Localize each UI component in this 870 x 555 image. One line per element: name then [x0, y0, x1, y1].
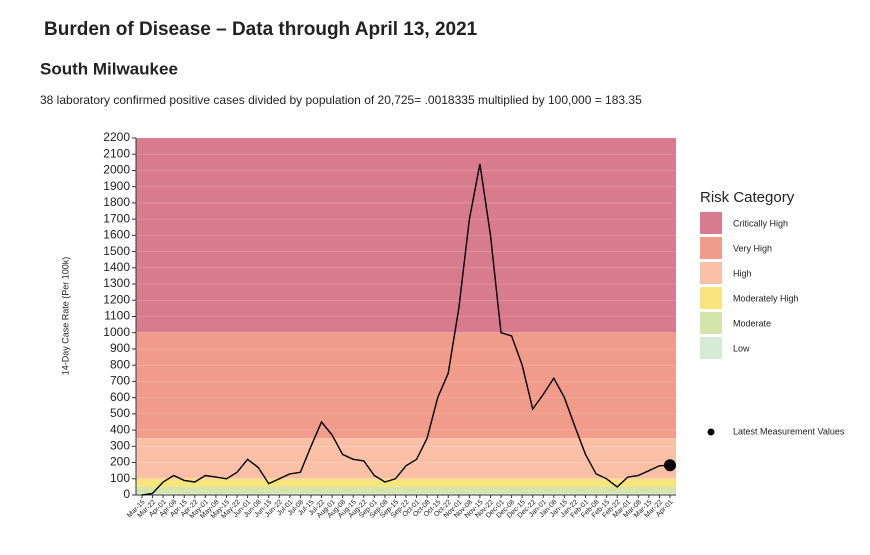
- y-tick-label: 1400: [103, 260, 130, 274]
- y-tick-label: 1700: [103, 211, 130, 225]
- y-tick-label: 1900: [103, 179, 130, 193]
- legend-label: Low: [733, 343, 750, 353]
- legend-label: Moderately High: [733, 293, 799, 303]
- y-tick-label: 500: [110, 406, 130, 420]
- y-tick-label: 100: [110, 471, 130, 485]
- legend-swatch: [700, 262, 722, 284]
- legend-label: Latest Measurement Values: [733, 426, 845, 436]
- case-rate-line: [141, 163, 671, 496]
- y-tick-label: 200: [110, 455, 130, 469]
- legend-label: Very High: [733, 243, 772, 253]
- y-tick-label: 1600: [103, 228, 130, 242]
- chart-title: Burden of Disease – Data through April 1…: [44, 19, 478, 40]
- y-tick-label: 600: [110, 390, 130, 404]
- legend-swatch: [700, 337, 722, 359]
- latest-point: [664, 459, 676, 472]
- y-tick-label: 300: [110, 438, 130, 452]
- chart-subtitle: South Milwaukee: [40, 59, 178, 78]
- legend-dot: [707, 428, 715, 436]
- y-tick-label: 1200: [103, 292, 130, 306]
- y-tick-label: 2200: [103, 130, 130, 144]
- y-tick-label: 400: [110, 422, 130, 436]
- y-tick-label: 1100: [104, 309, 130, 323]
- y-tick-label: 0: [123, 487, 130, 501]
- legend-label: Critically High: [733, 218, 788, 228]
- y-tick-label: 700: [110, 374, 130, 388]
- y-tick-label: 800: [110, 357, 130, 371]
- risk-band: [136, 332, 676, 439]
- risk-band: [136, 478, 676, 487]
- legend-swatch: [700, 287, 722, 309]
- risk-band: [136, 486, 676, 494]
- legend-swatch: [700, 212, 722, 234]
- legend-label: High: [733, 268, 752, 278]
- y-tick-label: 1500: [103, 244, 130, 258]
- legend-swatch: [700, 312, 722, 334]
- legend-swatch: [700, 237, 722, 259]
- legend-title: Risk Category: [700, 189, 795, 206]
- y-tick-label: 2100: [103, 146, 130, 160]
- y-axis-label: 14-Day Case Rate (Per 100k): [60, 257, 70, 376]
- y-tick-label: 1000: [103, 325, 130, 339]
- y-tick-label: 900: [110, 341, 130, 355]
- y-tick-label: 1300: [103, 276, 130, 290]
- risk-band: [136, 138, 676, 333]
- y-tick-label: 2000: [103, 163, 130, 177]
- risk-band: [136, 493, 676, 495]
- chart-note: 38 laboratory confirmed positive cases d…: [40, 93, 642, 107]
- legend-label: Moderate: [733, 318, 771, 328]
- risk-band: [136, 438, 676, 479]
- y-tick-label: 1800: [103, 195, 130, 209]
